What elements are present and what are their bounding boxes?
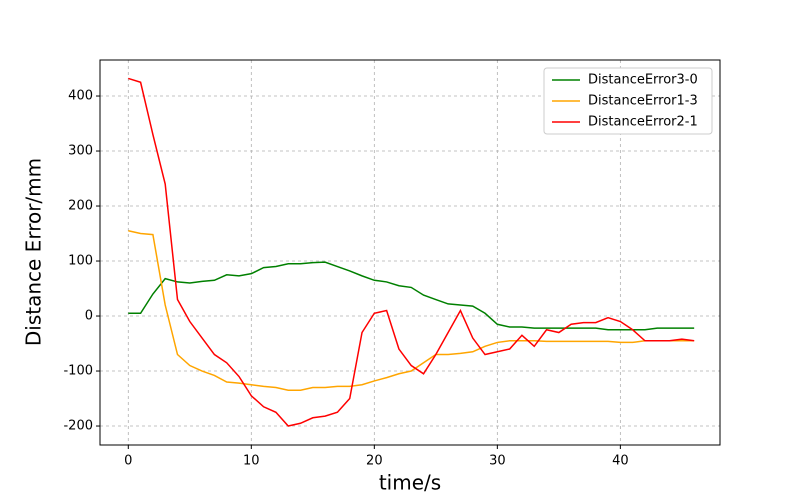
- legend-label: DistanceError2-1: [588, 115, 698, 130]
- y-tick-label: 300: [68, 144, 93, 159]
- y-tick-label: 400: [68, 89, 93, 104]
- x-tick-label: 30: [489, 454, 506, 469]
- x-tick-label: 20: [366, 454, 383, 469]
- series-line: [128, 230, 695, 392]
- legend-label: DistanceError3-0: [588, 73, 698, 88]
- legend-label: DistanceError1-3: [588, 94, 698, 109]
- y-tick-label: -100: [63, 364, 93, 379]
- y-tick-label: 200: [68, 199, 93, 214]
- y-tick-label: 0: [85, 309, 93, 324]
- plot-frame: [99, 59, 721, 446]
- series-line: [128, 77, 695, 427]
- y-axis-label: Distance Error/mm: [22, 158, 46, 346]
- x-tick-label: 10: [243, 454, 260, 469]
- legend-box: [543, 67, 713, 135]
- series-line: [128, 261, 695, 331]
- y-tick-label: -200: [63, 419, 93, 434]
- x-tick-label: 40: [612, 454, 629, 469]
- x-tick-label: 0: [124, 454, 132, 469]
- x-axis-label: time/s: [379, 471, 441, 495]
- y-tick-label: 100: [68, 254, 93, 269]
